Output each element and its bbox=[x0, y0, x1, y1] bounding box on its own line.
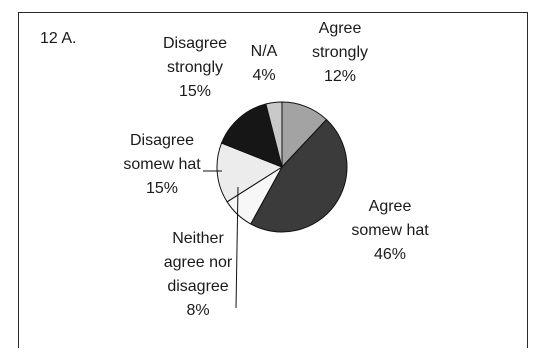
slice-value-label-1: 46% bbox=[374, 246, 406, 263]
slice-value-label-0: 12% bbox=[324, 68, 356, 85]
slice-category-label-3: Disagree bbox=[130, 132, 194, 149]
slice-category-label-1: Agree bbox=[369, 198, 412, 215]
slice-value-label-2: 8% bbox=[186, 302, 209, 319]
slice-category-label-2: Neither bbox=[172, 230, 224, 247]
slice-value-label-4: 15% bbox=[179, 83, 211, 100]
slice-value-label-5: 4% bbox=[252, 67, 275, 84]
slice-category-label-5: N/A bbox=[251, 43, 278, 60]
chart-title: 12 A. bbox=[40, 30, 76, 47]
slice-category-label-2: disagree bbox=[167, 278, 228, 295]
pie-slices bbox=[217, 102, 347, 232]
slice-category-label-0: Agree bbox=[319, 20, 362, 37]
slice-category-label-1: somew hat bbox=[351, 222, 429, 239]
slice-category-label-4: strongly bbox=[167, 59, 223, 76]
slice-category-label-2: agree nor bbox=[164, 254, 233, 271]
slice-category-label-4: Disagree bbox=[163, 35, 227, 52]
slice-category-label-0: strongly bbox=[312, 44, 368, 61]
slice-value-label-3: 15% bbox=[146, 180, 178, 197]
slice-category-label-3: somew hat bbox=[123, 156, 201, 173]
